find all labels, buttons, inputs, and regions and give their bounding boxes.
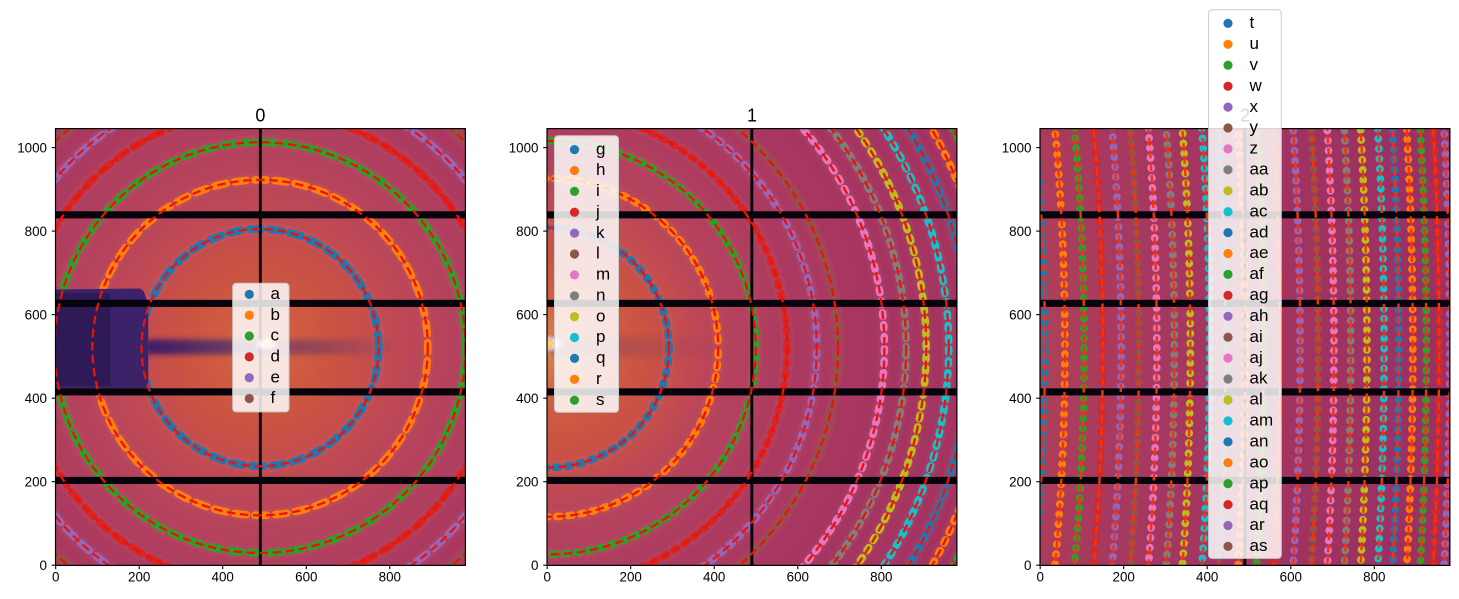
svg-text:i: i	[596, 181, 600, 200]
svg-text:ad: ad	[1250, 222, 1269, 241]
svg-text:af: af	[1250, 264, 1264, 283]
svg-text:0: 0	[40, 558, 47, 573]
svg-text:ac: ac	[1250, 201, 1268, 220]
svg-text:b: b	[271, 305, 280, 324]
svg-text:1000: 1000	[17, 140, 47, 155]
svg-text:g: g	[596, 139, 605, 158]
svg-text:400: 400	[1009, 391, 1031, 406]
svg-text:u: u	[1250, 34, 1259, 53]
svg-text:0: 0	[1024, 558, 1031, 573]
svg-text:400: 400	[516, 391, 538, 406]
svg-text:aq: aq	[1250, 494, 1269, 513]
svg-text:200: 200	[128, 570, 150, 585]
svg-text:v: v	[1250, 55, 1259, 74]
svg-text:s: s	[596, 390, 605, 409]
svg-text:am: am	[1250, 411, 1274, 430]
svg-text:400: 400	[1196, 570, 1218, 585]
svg-text:ah: ah	[1250, 306, 1269, 325]
svg-text:h: h	[596, 160, 605, 179]
svg-text:200: 200	[25, 475, 47, 490]
svg-text:o: o	[596, 306, 605, 325]
svg-text:t: t	[1250, 13, 1255, 32]
svg-text:0: 0	[531, 558, 538, 573]
svg-text:1000: 1000	[1002, 140, 1032, 155]
svg-text:ab: ab	[1250, 181, 1269, 200]
svg-text:as: as	[1250, 536, 1268, 555]
svg-text:1: 1	[747, 105, 757, 125]
svg-text:800: 800	[25, 224, 47, 239]
svg-text:y: y	[1250, 118, 1259, 137]
svg-text:400: 400	[25, 391, 47, 406]
svg-text:m: m	[596, 265, 610, 284]
svg-text:600: 600	[25, 307, 47, 322]
svg-text:f: f	[271, 388, 276, 407]
svg-text:400: 400	[703, 570, 725, 585]
svg-text:n: n	[596, 286, 605, 305]
svg-text:c: c	[271, 326, 280, 345]
svg-text:r: r	[596, 369, 602, 388]
svg-text:200: 200	[1113, 570, 1135, 585]
svg-text:ar: ar	[1250, 515, 1265, 534]
svg-text:ao: ao	[1250, 452, 1269, 471]
svg-text:a: a	[271, 284, 281, 303]
svg-text:800: 800	[1009, 224, 1031, 239]
svg-text:600: 600	[516, 307, 538, 322]
svg-text:l: l	[596, 244, 600, 263]
svg-text:200: 200	[1009, 475, 1031, 490]
svg-text:ak: ak	[1250, 369, 1268, 388]
svg-text:600: 600	[295, 570, 317, 585]
svg-text:k: k	[596, 223, 605, 242]
svg-text:j: j	[595, 202, 600, 221]
svg-text:0: 0	[1036, 570, 1043, 585]
svg-text:200: 200	[620, 570, 642, 585]
svg-text:w: w	[1249, 76, 1263, 95]
svg-text:800: 800	[379, 570, 401, 585]
svg-text:ai: ai	[1250, 327, 1263, 346]
svg-text:q: q	[596, 348, 605, 367]
svg-text:ap: ap	[1250, 473, 1269, 492]
svg-text:400: 400	[212, 570, 234, 585]
svg-text:800: 800	[1363, 570, 1385, 585]
svg-text:al: al	[1250, 390, 1263, 409]
svg-text:0: 0	[52, 570, 59, 585]
svg-text:an: an	[1250, 432, 1269, 451]
svg-text:800: 800	[516, 224, 538, 239]
svg-text:ae: ae	[1250, 243, 1269, 262]
svg-text:800: 800	[870, 570, 892, 585]
svg-text:x: x	[1250, 97, 1259, 116]
svg-text:600: 600	[1280, 570, 1302, 585]
svg-text:ag: ag	[1250, 285, 1269, 304]
svg-text:0: 0	[255, 105, 265, 125]
svg-text:0: 0	[543, 570, 550, 585]
svg-text:e: e	[271, 367, 280, 386]
svg-text:600: 600	[787, 570, 809, 585]
svg-text:aj: aj	[1250, 348, 1263, 367]
svg-text:d: d	[271, 347, 280, 366]
svg-text:200: 200	[516, 475, 538, 490]
svg-text:z: z	[1250, 139, 1259, 158]
svg-text:600: 600	[1009, 307, 1031, 322]
svg-text:p: p	[596, 327, 605, 346]
svg-text:aa: aa	[1250, 160, 1269, 179]
svg-text:1000: 1000	[509, 140, 539, 155]
